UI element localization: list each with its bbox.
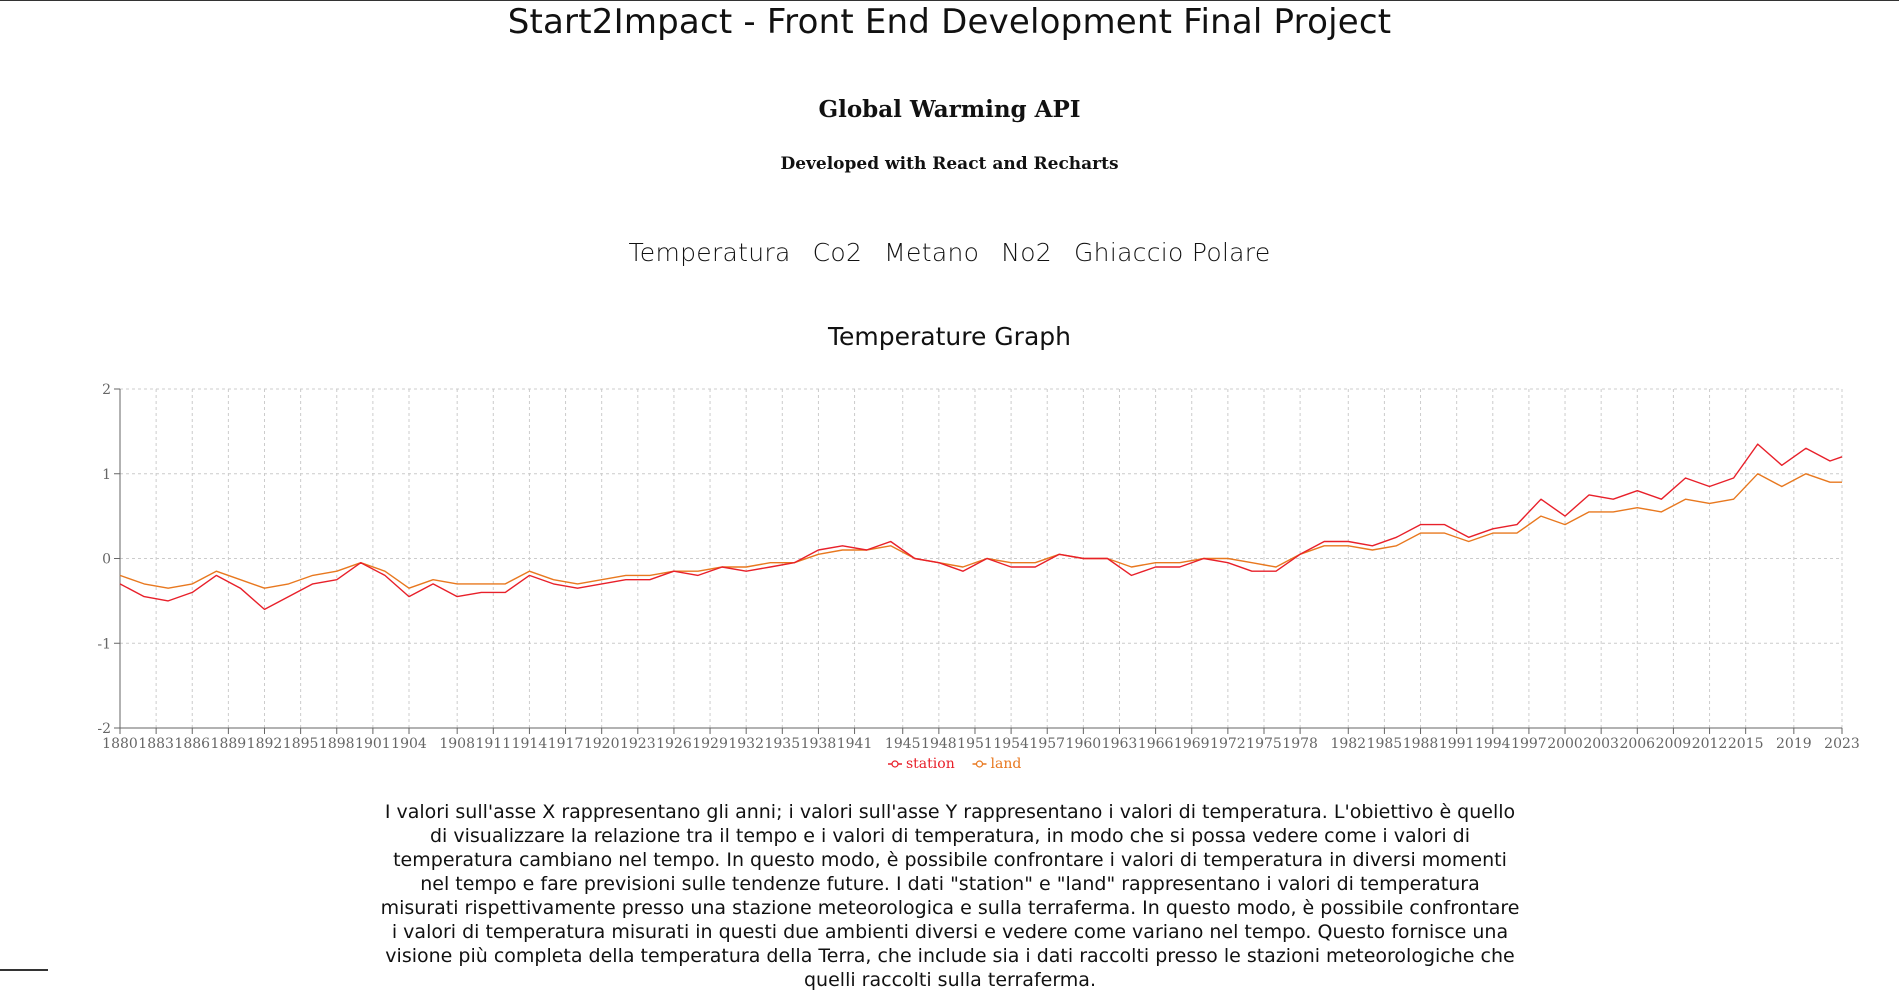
y-tick-label: 0	[102, 552, 111, 568]
nav-item-no2[interactable]: No2	[1001, 238, 1052, 267]
x-tick-label: 1966	[1138, 736, 1174, 752]
x-tick-label: 1920	[584, 736, 620, 752]
x-tick-label: 1901	[355, 736, 391, 752]
x-tick-label: 1889	[211, 736, 247, 752]
chart-title: Temperature Graph	[828, 322, 1071, 351]
x-tick-label: 1914	[512, 736, 548, 752]
x-tick-label: 1904	[391, 736, 427, 752]
main-nav: Temperatura Co2 Metano No2 Ghiaccio Pola…	[0, 238, 1899, 267]
x-tick-label: 1960	[1066, 736, 1102, 752]
x-tick-label: 1938	[801, 736, 837, 752]
x-tick-label: 1883	[138, 736, 174, 752]
bottom-border	[0, 969, 48, 971]
x-tick-label: 1975	[1246, 736, 1282, 752]
legend-label-land: land	[991, 756, 1022, 772]
legend-marker-land	[975, 760, 984, 768]
series-line-land	[119, 473, 1842, 589]
page-title: Start2Impact - Front End Development Fin…	[507, 2, 1392, 42]
x-tick-label: 2019	[1776, 736, 1812, 752]
x-tick-label: 2000	[1547, 736, 1583, 752]
x-tick-label: 1957	[1029, 736, 1065, 752]
series-line-station	[119, 443, 1843, 611]
x-tick-label: 1895	[283, 736, 319, 752]
x-tick-label: 1994	[1475, 736, 1511, 752]
x-tick-label: 2009	[1656, 736, 1692, 752]
y-tick-label: -1	[97, 636, 111, 652]
y-tick-label: -2	[97, 721, 111, 737]
x-tick-label: 1969	[1174, 736, 1210, 752]
x-tick-label: 1963	[1102, 736, 1138, 752]
nav-item-ghiaccio-polare[interactable]: Ghiaccio Polare	[1074, 238, 1271, 267]
top-border	[0, 0, 1899, 1]
x-tick-label: 1929	[692, 736, 728, 752]
x-tick-label: 1908	[439, 736, 475, 752]
x-tick-label: 1911	[475, 736, 511, 752]
nav-item-metano[interactable]: Metano	[884, 238, 980, 267]
x-tick-label: 1917	[548, 736, 584, 752]
y-tick-label: 2	[102, 382, 111, 398]
x-tick-label: 2023	[1824, 736, 1860, 752]
x-tick-label: 1978	[1282, 736, 1318, 752]
x-tick-label: 1932	[728, 736, 764, 752]
x-tick-label: 1941	[837, 736, 873, 752]
legend-label-station: station	[906, 756, 955, 772]
y-tick-label: 1	[102, 467, 111, 483]
x-tick-label: 1898	[319, 736, 355, 752]
app-tagline: Developed with React and Recharts	[780, 154, 1119, 174]
x-tick-label: 1892	[247, 736, 283, 752]
x-tick-label: 1997	[1511, 736, 1547, 752]
x-tick-label: 2006	[1619, 736, 1655, 752]
x-tick-label: 2015	[1728, 736, 1764, 752]
chart-description: I valori sull'asse X rappresentano gli a…	[380, 801, 1520, 991]
x-tick-label: 1880	[102, 736, 138, 752]
app-subtitle: Global Warming API	[818, 96, 1081, 123]
nav-item-co2[interactable]: Co2	[812, 238, 863, 267]
x-tick-label: 2003	[1583, 736, 1619, 752]
x-tick-label: 1988	[1403, 736, 1439, 752]
x-tick-label: 1948	[921, 736, 957, 752]
nav-item-temperatura[interactable]: Temperatura	[628, 238, 791, 267]
x-tick-label: 1982	[1330, 736, 1366, 752]
x-tick-label: 1972	[1210, 736, 1246, 752]
x-tick-label: 1926	[656, 736, 692, 752]
x-tick-label: 1951	[957, 736, 993, 752]
x-tick-label: 1954	[993, 736, 1029, 752]
x-tick-label: 2012	[1692, 736, 1728, 752]
legend-marker-station	[891, 760, 899, 768]
x-tick-label: 1945	[885, 736, 921, 752]
x-tick-label: 1985	[1367, 736, 1403, 752]
x-tick-label: 1991	[1439, 736, 1475, 752]
x-tick-label: 1886	[174, 736, 210, 752]
x-tick-label: 1923	[620, 736, 656, 752]
x-tick-label: 1935	[764, 736, 800, 752]
